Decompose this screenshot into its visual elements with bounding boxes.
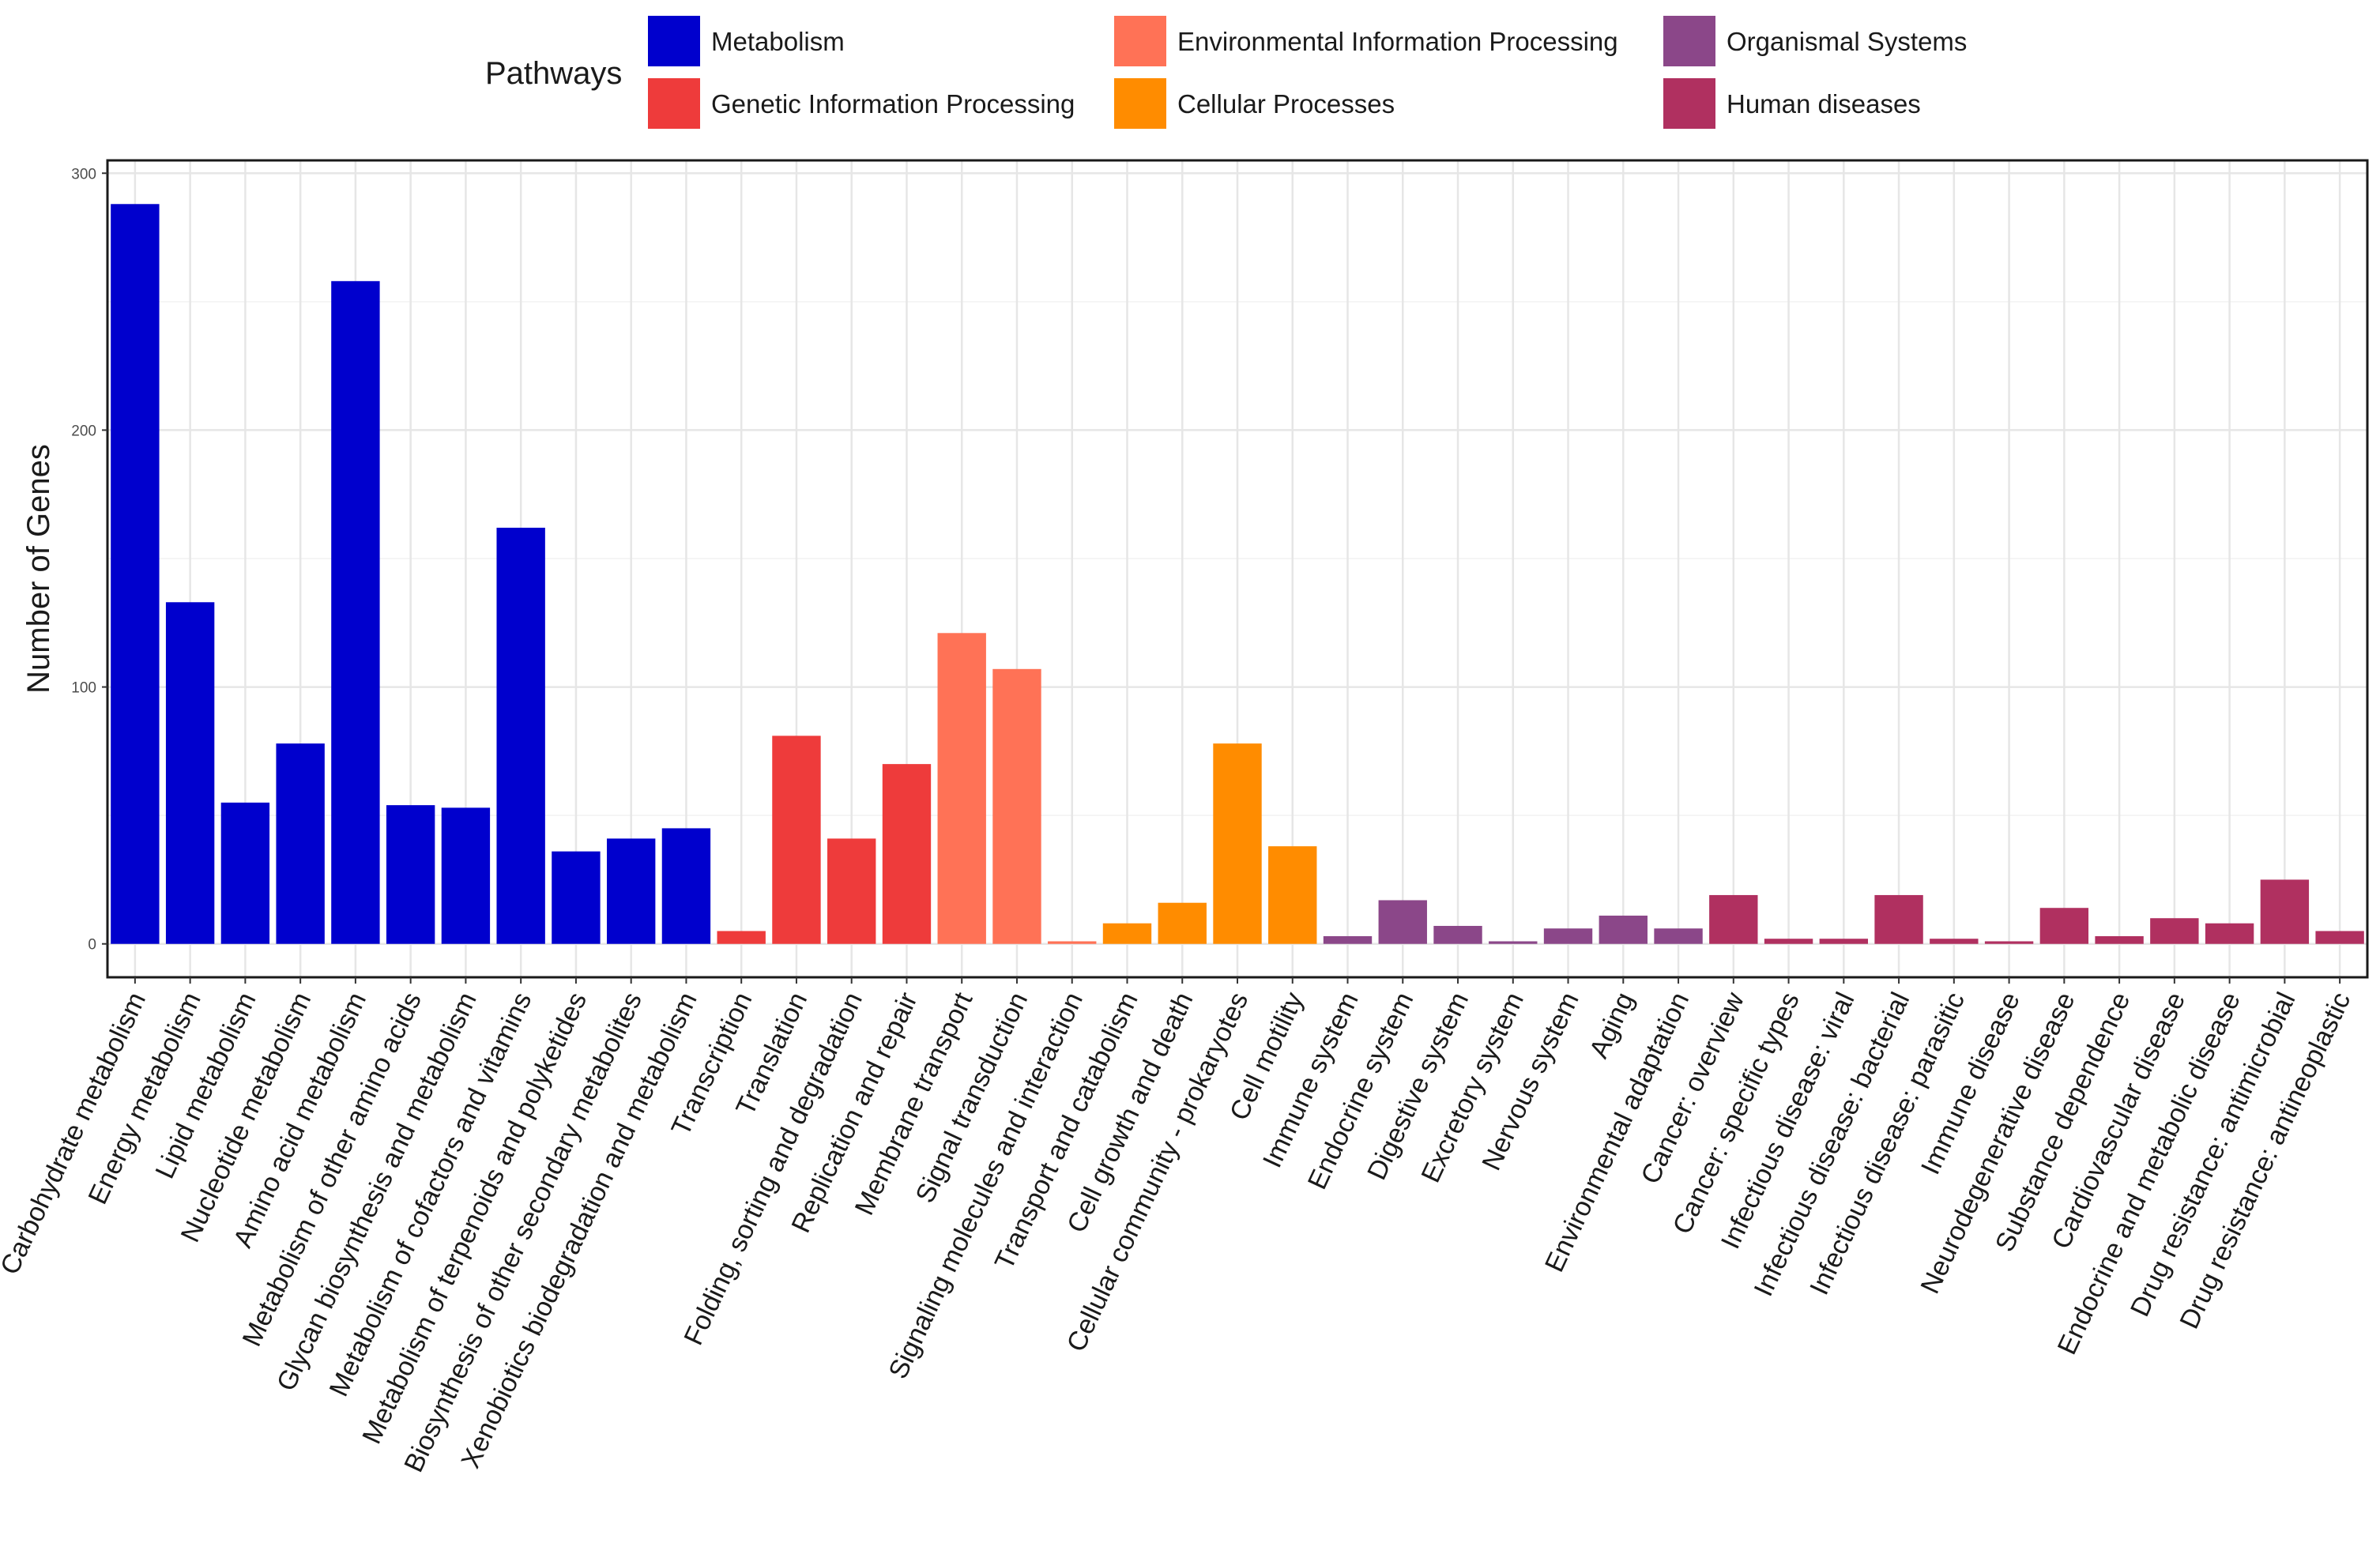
bar-infectious-disease-viral	[1819, 939, 1869, 944]
bar-energy-metabolism	[165, 602, 215, 944]
legend: Pathways Metabolism Genetic Information P…	[485, 16, 1967, 129]
bar-signaling-molecules-and-interaction	[1048, 941, 1097, 944]
bar-endocrine-and-metabolic-disease	[2205, 923, 2254, 944]
y-tick-label: 200	[71, 423, 96, 439]
legend-label-genetic-information-processing: Genetic Information Processing	[711, 89, 1075, 119]
bar-digestive-system	[1433, 925, 1482, 944]
bar-cardiovascular-disease	[2150, 918, 2199, 944]
legend-label-organismal-systems: Organismal Systems	[1727, 27, 1967, 56]
legend-label-cellular-processes: Cellular Processes	[1177, 89, 1395, 119]
bar-amino-acid-metabolism	[331, 280, 380, 944]
bar-nervous-system	[1543, 928, 1593, 944]
x-tick-label-aging: Aging	[1584, 988, 1640, 1063]
y-tick-label: 300	[71, 166, 96, 182]
bar-cell-motility	[1268, 846, 1317, 944]
legend-key-metabolism	[648, 16, 700, 66]
bar-excretory-system	[1489, 941, 1538, 944]
bar-cancer-specific-types	[1764, 939, 1813, 944]
legend-key-human-diseases	[1663, 78, 1715, 129]
bar-membrane-transport	[937, 633, 986, 944]
bar-metabolism-of-cofactors-and-vitamins	[496, 527, 545, 944]
legend-key-cellular-processes	[1114, 78, 1166, 129]
bar-carbohydrate-metabolism	[111, 204, 160, 944]
bars	[111, 204, 2364, 944]
legend-key-genetic-information-processing	[648, 78, 700, 129]
bar-biosynthesis-of-other-secondary-metabolites	[606, 838, 656, 944]
legend-title: Pathways	[485, 56, 622, 91]
bar-substance-dependence	[2095, 935, 2144, 944]
legend-label-human-diseases: Human diseases	[1727, 89, 1921, 119]
bar-cancer-overview	[1709, 894, 1758, 944]
bar-drug-resistance-antineoplastic	[2315, 931, 2364, 944]
y-axis: 0 100 200 300	[71, 166, 107, 954]
bar-nucleotide-metabolism	[276, 743, 325, 944]
legend-key-environmental-information-processing	[1114, 16, 1166, 66]
bar-replication-and-repair	[882, 764, 932, 944]
bar-environmental-adaptation	[1654, 928, 1703, 944]
legend-label-environmental-information-processing: Environmental Information Processing	[1177, 27, 1618, 56]
y-axis-label: Number of Genes	[21, 444, 56, 694]
bar-cell-growth-and-death	[1158, 902, 1207, 944]
bar-signal-transduction	[992, 668, 1041, 944]
bar-infectious-disease-parasitic	[1930, 939, 1979, 944]
bar-metabolism-of-terpenoids-and-polyketides	[552, 851, 601, 944]
bar-folding-sorting-and-degradation	[827, 838, 876, 944]
legend-label-metabolism: Metabolism	[711, 27, 845, 56]
y-tick-label: 100	[71, 680, 96, 697]
y-tick-label: 0	[88, 937, 96, 954]
bar-lipid-metabolism	[220, 802, 270, 944]
bar-immune-disease	[1984, 941, 2034, 944]
bar-transport-and-catabolism	[1102, 923, 1152, 944]
bar-aging	[1599, 915, 1648, 944]
bar-transcription	[717, 931, 766, 944]
bar-immune-system	[1323, 935, 1373, 944]
bar-xenobiotics-biodegradation-and-metabolism	[661, 828, 711, 944]
bar-drug-resistance-antimicrobial	[2260, 879, 2310, 944]
bar-neurodegenerative-disease	[2039, 908, 2089, 944]
bar-metabolism-of-other-amino-acids	[386, 805, 435, 944]
bar-glycan-biosynthesis-and-metabolism	[441, 807, 491, 944]
bar-translation	[772, 736, 821, 944]
legend-key-organismal-systems	[1663, 16, 1715, 66]
bar-endocrine-system	[1378, 900, 1427, 944]
bar-infectious-disease-bacterial	[1874, 894, 1923, 944]
bar-cellular-community-prokaryotes	[1213, 743, 1262, 944]
